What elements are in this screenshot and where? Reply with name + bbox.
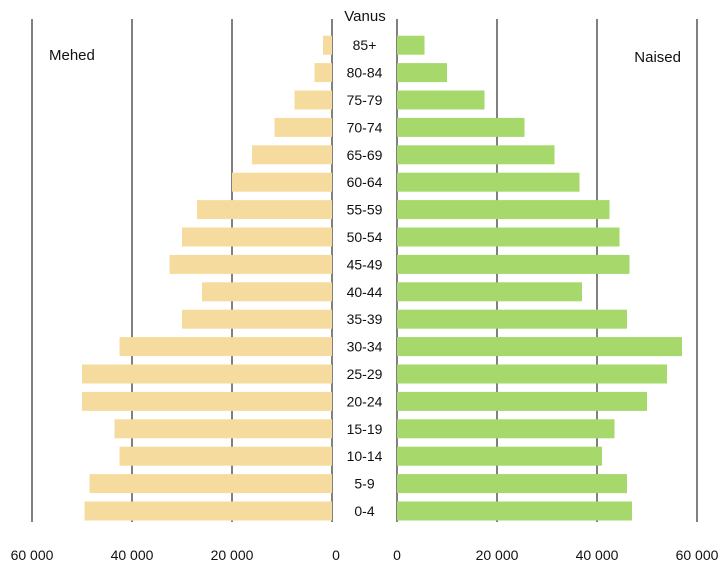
bar-male-55-59: [197, 200, 332, 220]
age-label-35-39: 35-39: [347, 311, 383, 327]
bar-male-45-49: [169, 254, 332, 274]
male-series-label: Mehed: [49, 47, 95, 64]
age-axis-title: Vanus: [344, 8, 385, 25]
bar-male-20-24: [82, 391, 332, 411]
age-label-75-79: 75-79: [347, 92, 383, 108]
bar-male-85+: [323, 35, 332, 55]
age-labels: 0-4 5-9 10-14 15-19 20-24 25-29 30-34 35-39 40-4…: [347, 37, 383, 519]
bar-male-70-74: [274, 117, 332, 137]
bar-female-20-24: [397, 391, 647, 411]
bar-female-65-69: [397, 145, 555, 165]
age-label-50-54: 50-54: [347, 229, 383, 245]
bar-male-25-29: [82, 364, 332, 384]
axis-tick-labels: 60 000 40 000 20 000 0 0 20 000 40 000 60 000: [11, 547, 719, 563]
bar-male-50-54: [182, 227, 332, 247]
female-bars: [397, 35, 682, 521]
right-tick-label: 60 000: [676, 547, 719, 563]
bar-female-15-19: [397, 419, 615, 439]
bar-male-5-9: [89, 474, 332, 494]
male-bars: [82, 35, 332, 521]
bar-female-85+: [397, 35, 425, 55]
left-tick-label: 20 000: [211, 547, 254, 563]
left-tick-label: 40 000: [111, 547, 154, 563]
bar-female-25-29: [397, 364, 667, 384]
age-label-0-4: 0-4: [354, 503, 374, 519]
age-label-40-44: 40-44: [347, 284, 383, 300]
bar-female-10-14: [397, 446, 602, 466]
bar-female-5-9: [397, 474, 627, 494]
bar-female-30-34: [397, 337, 682, 357]
left-tick-label: 0: [332, 547, 340, 563]
bar-male-40-44: [202, 282, 332, 302]
age-label-70-74: 70-74: [347, 119, 383, 135]
age-label-80-84: 80-84: [347, 65, 383, 81]
age-label-20-24: 20-24: [347, 393, 383, 409]
bar-male-60-64: [232, 172, 332, 192]
bar-male-15-19: [114, 419, 332, 439]
bar-female-0-4: [397, 501, 632, 521]
age-label-85+: 85+: [353, 37, 377, 53]
age-label-65-69: 65-69: [347, 147, 383, 163]
bar-female-45-49: [397, 254, 630, 274]
bar-male-30-34: [119, 337, 332, 357]
bar-female-80-84: [397, 63, 447, 83]
age-label-55-59: 55-59: [347, 202, 383, 218]
bar-female-75-79: [397, 90, 485, 110]
age-label-10-14: 10-14: [347, 448, 383, 464]
age-label-15-19: 15-19: [347, 421, 383, 437]
female-series-label: Naised: [634, 49, 681, 66]
age-label-30-34: 30-34: [347, 339, 383, 355]
bar-female-70-74: [397, 117, 525, 137]
age-label-60-64: 60-64: [347, 174, 383, 190]
age-label-25-29: 25-29: [347, 366, 383, 382]
bar-male-10-14: [119, 446, 332, 466]
left-tick-label: 60 000: [11, 547, 54, 563]
bar-female-60-64: [397, 172, 580, 192]
bar-female-50-54: [397, 227, 620, 247]
bar-male-65-69: [252, 145, 332, 165]
right-tick-label: 40 000: [576, 547, 619, 563]
bar-male-0-4: [84, 501, 332, 521]
age-label-5-9: 5-9: [354, 476, 374, 492]
bar-male-80-84: [314, 63, 332, 83]
bar-male-35-39: [182, 309, 332, 329]
age-label-45-49: 45-49: [347, 256, 383, 272]
bar-female-40-44: [397, 282, 582, 302]
bar-female-35-39: [397, 309, 627, 329]
right-tick-label: 20 000: [476, 547, 519, 563]
right-tick-label: 0: [393, 547, 401, 563]
bar-male-75-79: [294, 90, 332, 110]
bar-female-55-59: [397, 200, 610, 220]
